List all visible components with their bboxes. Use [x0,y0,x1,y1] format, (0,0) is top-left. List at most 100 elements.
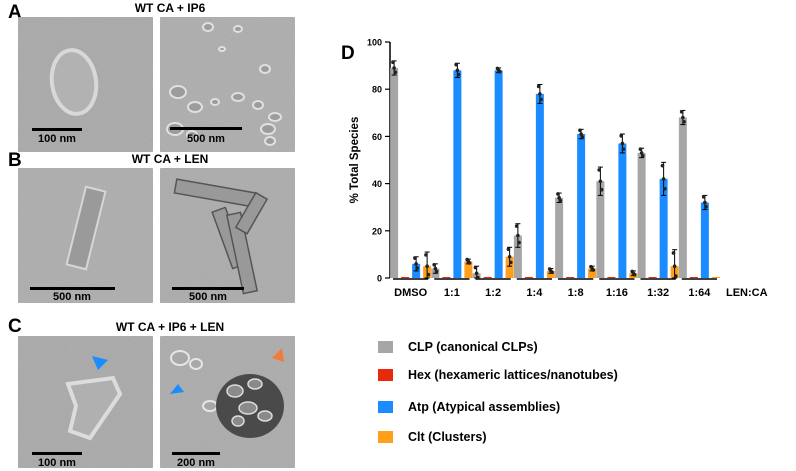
x-tick-label: 1:16 [606,287,628,299]
legend-item-clt: Clt (Clusters) [378,428,486,446]
data-point [663,186,667,191]
data-point [681,115,685,120]
panel-c-label: C [8,316,22,337]
panel-b-title: WT CA + LEN [131,152,209,166]
data-point [473,265,478,270]
data-point [415,266,420,270]
micrograph-c-right [160,336,295,468]
data-point [621,147,626,151]
legend-item-atp: Atp (Atypical assemblies) [378,398,560,416]
data-point [638,147,643,151]
data-point [703,200,707,205]
data-point [425,264,429,268]
bar-atp [453,70,462,278]
legend-swatch-hex [378,369,393,381]
scale-label-b-left: 500 nm [53,291,91,303]
scalebar-a-right [170,127,242,130]
data-point [619,134,623,138]
legend-label-hex: Hex (hexameric lattices/nanotubes) [408,368,618,382]
bar-clp [555,197,564,278]
micrograph-b-left [18,168,153,303]
bar-clp [596,181,605,278]
data-point [432,262,436,267]
data-point [456,72,461,77]
bar-clp [513,235,522,278]
data-point [597,168,601,172]
bar-clt [505,256,514,278]
y-tick-label: 20 [372,226,382,236]
legend-swatch-atp [378,401,393,413]
data-point [639,151,644,155]
data-point [393,70,398,75]
scale-label-a-right: 500 nm [187,133,225,145]
data-point [498,69,502,74]
y-axis-label: % Total Species [349,117,361,204]
data-point [514,224,519,228]
data-point [580,135,585,139]
x-tick-label: 1:2 [485,287,501,299]
x-axis-label: LEN:CA [726,287,768,299]
bar-atp [618,143,627,278]
data-point [426,272,431,277]
bar-clt [464,261,473,278]
legend-swatch-clp [378,341,393,353]
data-point [507,254,512,259]
scale-label-b-right: 500 nm [189,291,227,303]
data-point [679,110,684,114]
data-point [671,251,676,255]
data-point [454,62,458,67]
data-point [579,132,583,136]
data-point [598,179,603,184]
legend-item-clp: CLP (canonical CLPs) [378,338,538,356]
data-point [424,253,428,257]
bar-clp [678,117,687,279]
bar-atp [494,70,503,278]
panel-a-title: WT CA + IP6 [134,1,206,15]
data-point [413,256,417,260]
x-tick-label: 1:4 [526,287,543,299]
y-tick-label: 60 [372,132,382,142]
legend-label-clt: Clt (Clusters) [408,430,487,444]
data-point [578,128,582,133]
data-point [455,68,460,73]
data-point [674,274,678,278]
bar-atp [577,134,586,278]
bar-clp [637,152,646,278]
data-point [682,119,686,124]
y-tick-label: 100 [367,38,382,48]
data-point [414,262,418,266]
data-point [467,261,472,265]
data-point [433,266,438,271]
scalebar-b-right [172,287,244,290]
micrograph-b-right [160,168,295,303]
scalebar-a-left [32,128,82,131]
legend-label-atp: Atp (Atypical assemblies) [408,400,561,414]
data-point [599,187,604,192]
data-point [704,204,708,209]
data-point [550,270,554,275]
data-point [391,60,395,65]
scalebar-b-left [30,287,115,290]
data-point [538,92,542,96]
data-point [539,97,543,102]
x-tick-label: 1:64 [688,287,711,299]
bar-clt [588,268,597,278]
data-point [536,84,541,89]
data-point [557,195,561,200]
micrograph-a-left [18,17,153,152]
bar-clp [390,67,399,279]
data-point [517,240,521,245]
data-point [672,264,677,268]
micrograph-c-left [18,336,153,468]
data-point [660,163,665,168]
x-tick-label: 1:1 [444,287,460,299]
data-point [558,198,563,203]
bar-atp [659,178,668,278]
bar-chart: 0 20 40 60 80 100 % Total Species DMSO 1:1 1:2 1:4… [349,38,768,300]
data-point [556,192,560,196]
panel-c-title: WT CA + IP6 + LEN [115,320,225,334]
micrograph-a-right [160,17,295,152]
x-tick-label: DMSO [394,287,427,299]
x-tick-label: 1:8 [568,287,584,299]
data-point [474,271,479,276]
